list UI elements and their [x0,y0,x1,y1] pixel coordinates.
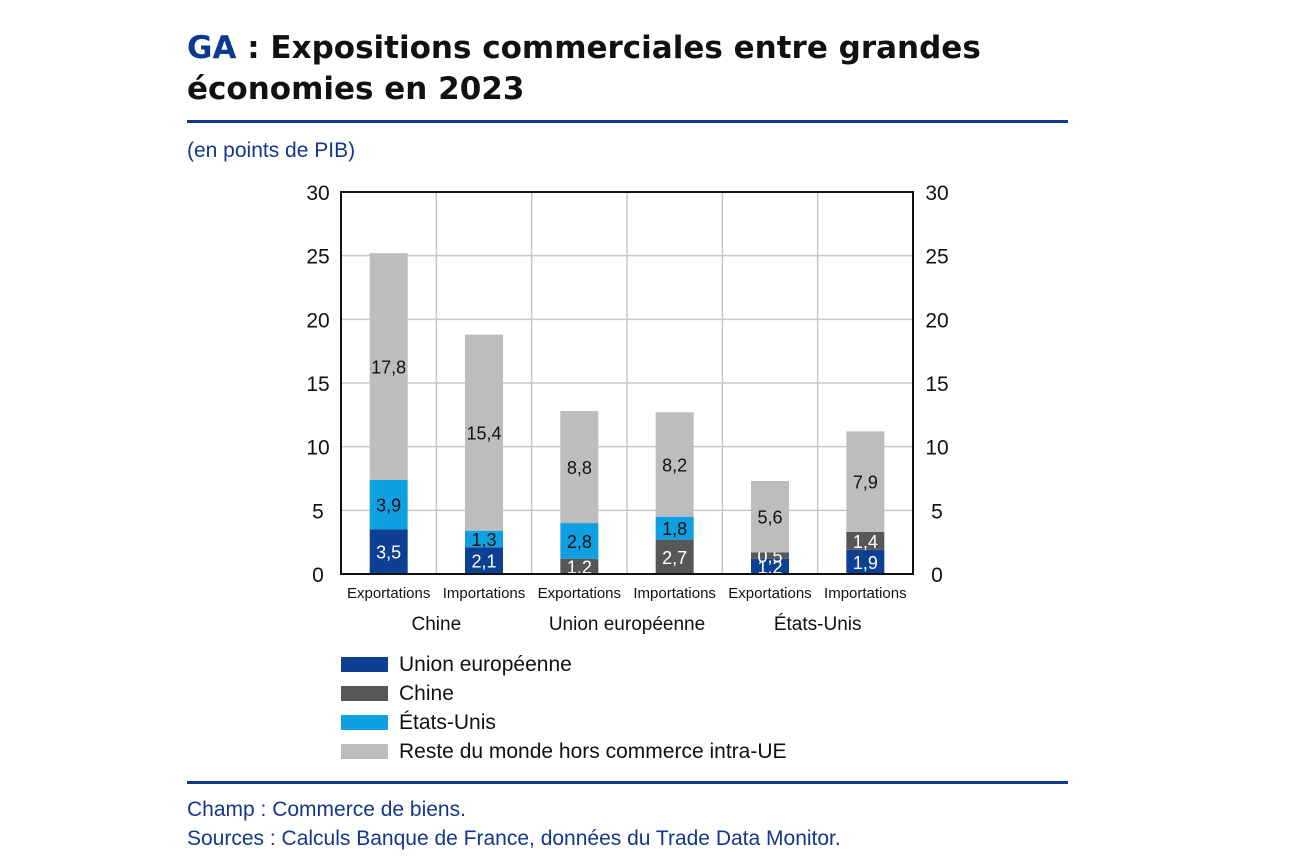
x-tick-label-5: Importations [824,585,907,602]
y-tick-label-right-0: 0 [931,564,943,587]
bar-reste-du-monde-hors-commerce-intra-ue-0 [369,253,408,480]
unit-label: (en points de PIB) [187,139,356,162]
bar-reste-du-monde-hors-commerce-intra-ue-1 [465,334,503,531]
x-tick-label-3: Importations [633,585,716,602]
bar-union-europeenne-0 [369,529,408,574]
top-rule [187,120,1068,123]
data-label-etats-unis-2: 2,8 [567,532,592,552]
plot-frame [340,191,914,575]
data-label-union-europeenne-4: 1,2 [757,557,782,577]
data-label-reste-du-monde-hors-commerce-intra-ue-5: 7,9 [853,473,878,493]
data-label-chine-5: 1,4 [853,532,878,552]
data-label-reste-du-monde-hors-commerce-intra-ue-4: 5,6 [757,508,782,528]
y-tick-label-right-15: 15 [925,373,948,396]
x-tick-label-1: Importations [443,585,526,602]
y-tick-label-right-20: 20 [925,309,948,332]
legend-label-chine: Chine [399,681,454,705]
y-tick-label-left-5: 5 [312,500,324,523]
bar-reste-du-monde-hors-commerce-intra-ue-3 [655,412,694,517]
x-tick-label-2: Exportations [538,585,621,602]
y-tick-label-left-0: 0 [312,564,324,587]
x-tick-label-4: Exportations [728,585,811,602]
bar-union-europeenne-4 [751,558,789,574]
bar-etats-unis-2 [560,523,599,559]
footnote-scope: Champ : Commerce de biens. [187,798,466,821]
x-tick-label-0: Exportations [347,585,430,602]
bar-chine-3 [655,539,694,574]
data-label-chine-2: 1,2 [567,557,592,577]
bar-reste-du-monde-hors-commerce-intra-ue-2 [560,411,599,524]
chart-code: GA [187,30,237,66]
data-label-reste-du-monde-hors-commerce-intra-ue-0: 17,8 [371,357,406,377]
bar-etats-unis-1 [465,530,503,548]
bar-union-europeenne-5 [846,549,885,574]
data-label-etats-unis-3: 1,8 [662,519,687,539]
y-tick-label-left-25: 25 [306,246,329,269]
data-label-chine-3: 2,7 [662,548,687,568]
bar-chine-5 [846,531,885,550]
y-tick-label-right-30: 30 [925,182,948,205]
bottom-rule [187,781,1068,784]
legend-item-union-europeenne: Union européenne [341,650,787,679]
bar-reste-du-monde-hors-commerce-intra-ue-4 [751,481,789,553]
data-label-union-europeenne-1: 2,1 [471,552,496,572]
legend-label-union-europeenne: Union européenne [399,652,572,676]
legend: Union européenne Chine États-Unis Reste … [341,650,787,766]
data-label-reste-du-monde-hors-commerce-intra-ue-3: 8,2 [662,455,687,475]
legend-label-etats-unis: États-Unis [399,710,496,734]
data-label-reste-du-monde-hors-commerce-intra-ue-1: 15,4 [466,424,501,444]
legend-swatch-union-europeenne [341,657,388,672]
footnote-sources: Sources : Calculs Banque de France, donn… [187,827,841,850]
legend-item-reste-du-monde: Reste du monde hors commerce intra-UE [341,737,787,766]
group-label-chine: Chine [412,614,462,635]
bar-union-europeenne-1 [465,547,503,574]
group-label-etats-unis: États-Unis [774,614,862,635]
bar-etats-unis-3 [655,516,694,540]
data-label-reste-du-monde-hors-commerce-intra-ue-2: 8,8 [567,458,592,478]
bar-etats-unis-0 [369,479,408,530]
data-label-etats-unis-0: 3,9 [376,496,401,516]
y-tick-label-right-10: 10 [925,437,948,460]
bar-chine-4 [751,552,789,559]
y-tick-label-left-30: 30 [306,182,329,205]
y-tick-label-left-20: 20 [306,309,329,332]
legend-swatch-etats-unis [341,715,388,730]
y-tick-label-left-15: 15 [306,373,329,396]
chart-title-text: : Expositions commerciales entre grandes… [187,30,981,107]
legend-swatch-chine [341,686,388,701]
legend-item-chine: Chine [341,679,787,708]
legend-swatch-reste-du-monde [341,744,388,759]
legend-item-etats-unis: États-Unis [341,708,787,737]
y-tick-label-right-25: 25 [925,246,948,269]
legend-label-reste-du-monde: Reste du monde hors commerce intra-UE [399,739,787,763]
bar-chine-2 [560,558,599,574]
data-label-etats-unis-1: 1,3 [471,530,496,550]
y-tick-label-right-5: 5 [931,500,943,523]
y-tick-label-left-10: 10 [306,437,329,460]
bar-reste-du-monde-hors-commerce-intra-ue-5 [846,431,885,532]
data-label-union-europeenne-0: 3,5 [376,543,401,563]
chart-title: GA : Expositions commerciales entre gran… [187,28,1087,110]
data-label-union-europeenne-5: 1,9 [853,553,878,573]
group-label-union-europeenne: Union européenne [549,614,705,635]
